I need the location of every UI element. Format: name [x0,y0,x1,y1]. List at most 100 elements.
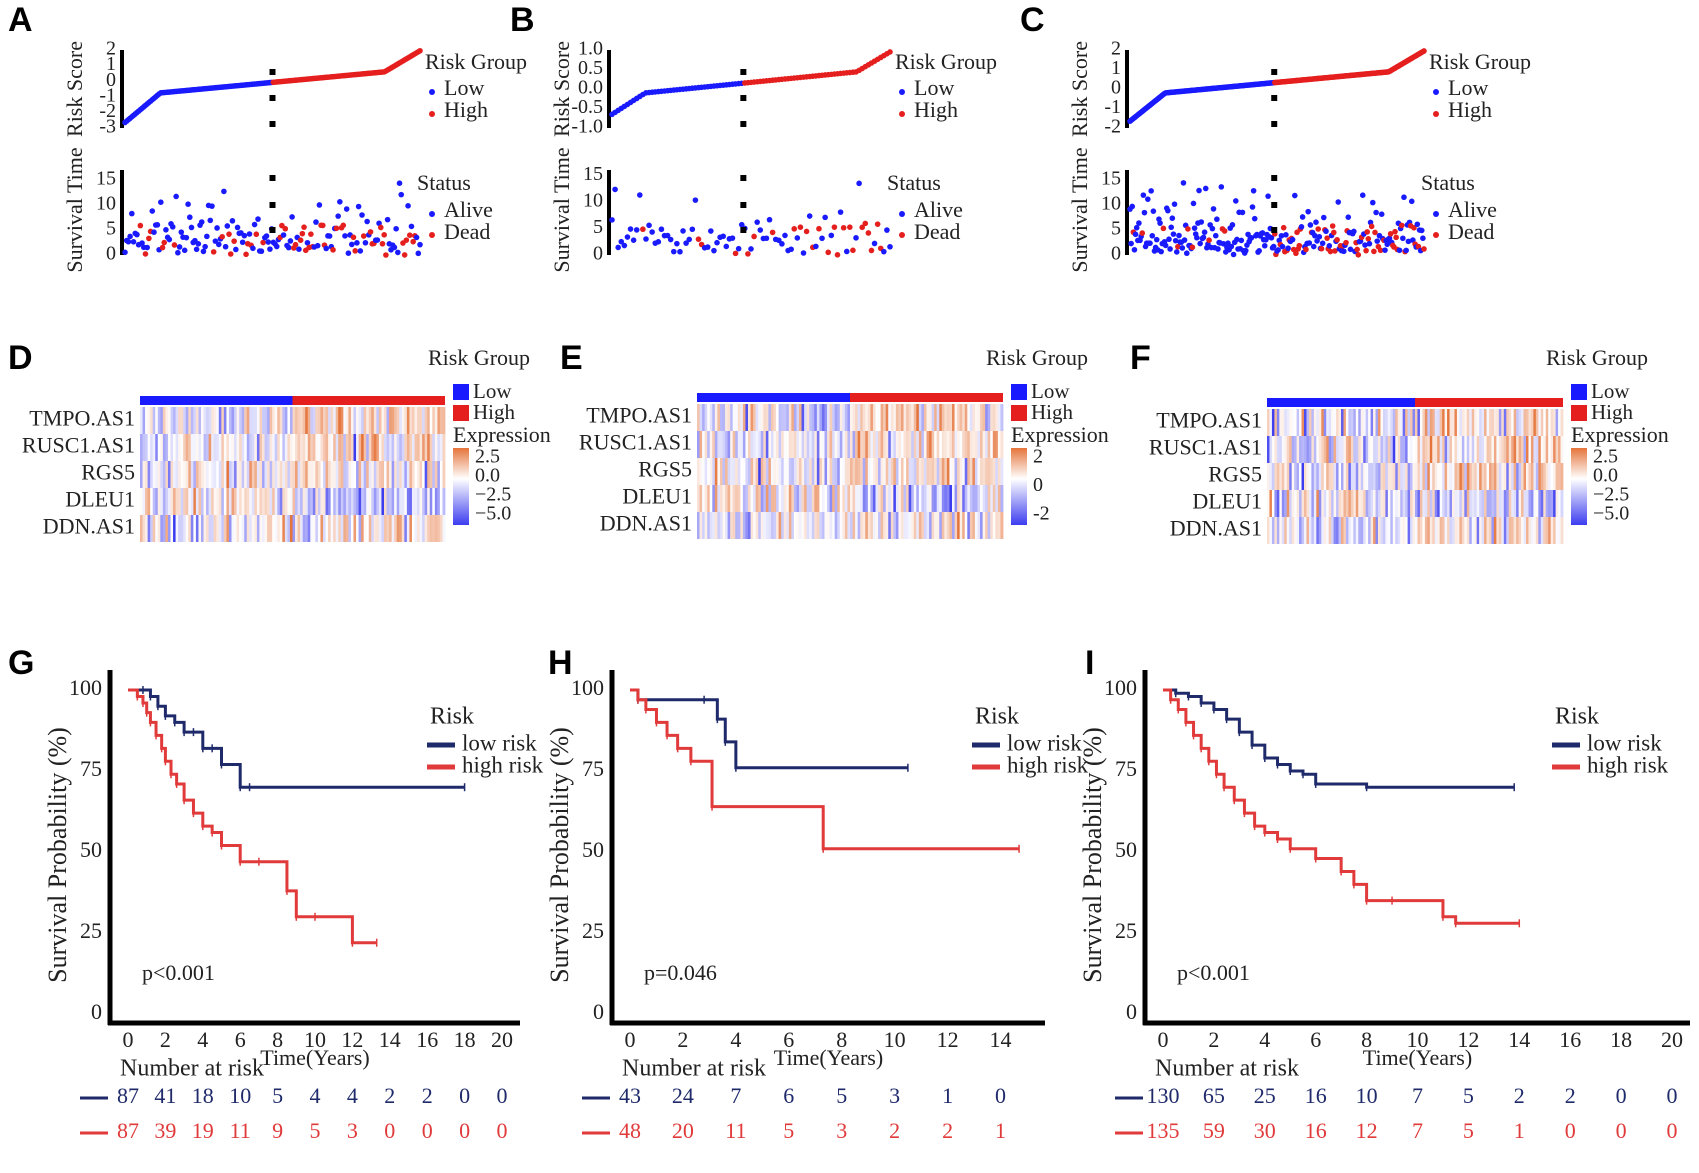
heatmap-cell [183,407,187,434]
km-x-tick-label: 20 [491,1027,513,1052]
heatmap-cell [704,458,708,485]
heatmap-cell [714,404,718,431]
heatmap-cell [806,485,810,512]
heatmap-cell [183,434,187,461]
heatmap-cell [921,404,925,431]
heatmap-cell [1296,463,1300,490]
alive-point [708,228,714,234]
risk-table-value: 2 [1514,1083,1525,1108]
heatmap-cell [1479,463,1482,490]
heatmap-cell [170,434,174,461]
alive-point [766,216,773,223]
heat-risk-legend-title: Risk Group [986,345,1088,370]
legend-dead-label: Dead [914,219,960,244]
heatmap-cell [391,488,395,515]
heatmap-cell [888,431,892,458]
heatmap-cell [903,404,907,431]
heatmap-cell [1341,517,1344,544]
heatmap-cell [1271,463,1275,490]
heatmap-cell [406,434,410,461]
gene-label: RUSC1.AS1 [579,430,692,455]
heatmap-cell [185,515,189,542]
heatmap-cell [992,404,996,431]
heatmap-row [697,485,1004,512]
heatmap-cell [883,512,887,539]
heatmap-cell [1538,436,1542,463]
heatmap-cell [289,515,293,542]
alive-point [630,237,637,243]
dead-point [640,226,646,233]
heatmap-row [697,431,1004,458]
heatmap-cell [918,431,922,458]
alive-point [1166,236,1172,243]
heatmap-cell [1331,463,1334,490]
alive-point [384,216,391,223]
heatmap-cell [824,485,828,512]
heatmap-cell [801,512,805,539]
km-y-tick-label: 75 [582,756,604,781]
alive-point [169,224,176,230]
heatmap-cell [890,404,894,431]
heatmap-cell [987,485,991,512]
alive-point [1234,236,1240,243]
heatmap-cell [765,458,769,485]
heatmap-cell [320,461,324,488]
heatmap-cell [850,512,853,539]
heatmap-cell [717,431,721,458]
alive-point [1140,192,1147,198]
heatmap-cell [330,434,334,461]
heatmap-cell [1395,409,1399,436]
heatmap-cell [1447,463,1450,490]
heatmap-cell [264,461,268,488]
heatmap-cell [195,461,199,488]
heatmap-cell [1353,490,1357,517]
heatmap-cell [742,458,746,485]
heatmap-cell [804,458,808,485]
alive-point [1386,235,1393,242]
heatmap-cell [903,431,907,458]
heat-legend-low-swatch [1571,384,1587,400]
heatmap-cell [264,434,268,461]
heatmap-cell [1415,436,1418,463]
heatmap-cell [1484,436,1487,463]
heatmap-cell [793,431,797,458]
heatmap-cell [256,407,260,434]
risk-group-legend-title: Risk Group [1429,49,1531,74]
heatmap-cell [1304,436,1307,463]
heatmap-cell [175,461,179,488]
heatmap-cell [819,404,823,431]
heatmap-cell [145,461,149,488]
dead-point [146,235,152,242]
heatmap-cell [1456,517,1460,544]
heatmap-cell [305,434,309,461]
heatmap-cell [1481,409,1485,436]
heatmap-cell [890,458,894,485]
heatmap-cell [145,488,149,515]
dead-point [360,233,367,239]
score-tick-label: -2 [99,100,116,122]
heatmap-cell [837,485,841,512]
heatmap-cell [1476,490,1480,517]
heatmap-cell [399,488,403,515]
heatmap-cell [1304,463,1307,490]
heatmap-cell [839,512,843,539]
heatmap-cell [1000,458,1004,485]
km-x-tick-label: 4 [730,1027,741,1052]
heatmap-cell [312,461,316,488]
heatmap-cell [223,515,227,542]
heatmap-cell [735,512,739,539]
dead-point [751,233,757,240]
heatmap-cell [1427,517,1431,544]
heatmap-cell [867,512,871,539]
heatmap-cell [923,512,927,539]
heatmap-cell [1323,463,1327,490]
alive-point [398,191,405,198]
heatmap-cell [847,485,851,512]
heatmap-cell [1417,490,1421,517]
heatmap-cell [1311,409,1315,436]
alive-point [304,239,311,246]
heatmap-cell [213,515,217,542]
heatmap-cell [1279,409,1283,436]
heatmap-cell [1269,409,1273,436]
